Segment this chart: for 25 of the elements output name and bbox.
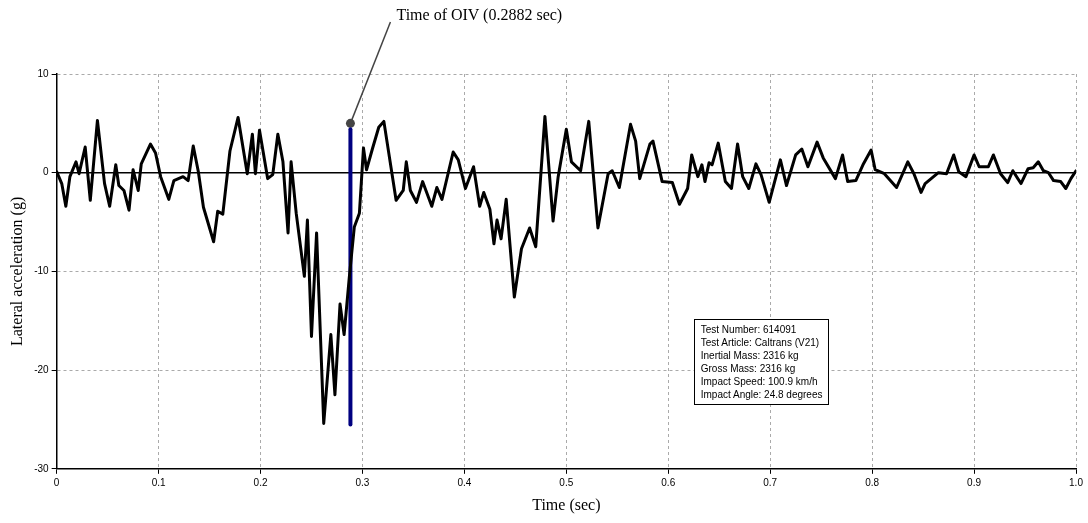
annotation: Test Article: Caltrans (V21) [700,335,821,349]
y-tick-label: -20 [34,363,50,375]
x-tick-label: 0.1 [151,476,166,488]
y-axis-title: Lateral acceleration (g) [7,196,26,347]
x-tick-label: 0.9 [967,476,982,488]
x-tick-label: 0.5 [559,476,574,488]
x-tick-label: 0.2 [253,476,268,488]
x-axis-title: Time (sec) [532,495,601,514]
x-tick-label: 0.4 [457,476,472,488]
annotation: Time of OIV (0.2882 sec) [396,6,563,24]
y-tick-label: -30 [34,462,50,474]
x-tick-label: 0.7 [763,476,778,488]
x-tick-label: 1.0 [1069,476,1084,488]
annotation: Impact Speed: 100.9 km/h [700,374,819,388]
annotation: Inertial Mass: 2316 kg [700,348,800,362]
y-tick-label: 10 [37,67,50,79]
x-tick-label: 0.8 [865,476,880,488]
annotation: Test Number: 614091 [700,322,798,336]
x-tick-label: 0.6 [661,476,676,488]
x-tick-label: 0 [53,476,60,488]
x-tick-label: 0.3 [355,476,370,488]
y-tick-label: 0 [43,166,50,178]
annotation: Impact Angle: 24.8 degrees [700,387,823,401]
annotation: Gross Mass: 2316 kg [700,361,797,375]
y-tick-label: -10 [34,265,50,277]
